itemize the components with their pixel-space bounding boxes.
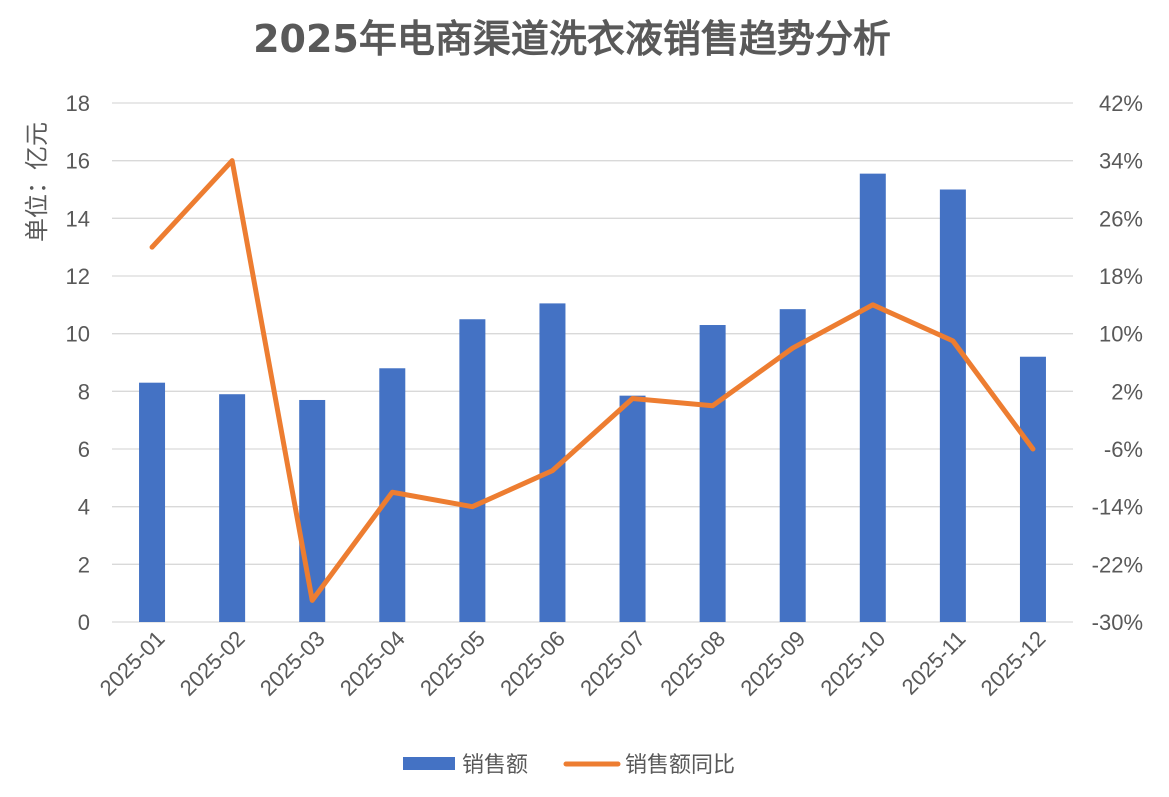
left-axis-ticks: 0 2 4 6 8 10 12 14 16 18 (66, 91, 90, 635)
right-tick-label: 34% (1099, 149, 1143, 174)
bar (619, 395, 646, 622)
left-tick-label: 10 (66, 322, 90, 347)
line-point (470, 505, 474, 509)
bar (779, 309, 806, 622)
x-tick-label: 2025-07 (575, 626, 650, 701)
bar (139, 382, 166, 622)
bar-series (139, 173, 1046, 622)
line-point (390, 490, 394, 494)
x-tick-label: 2025-09 (735, 626, 810, 701)
x-tick-label: 2025-05 (415, 626, 490, 701)
line-point (550, 469, 554, 473)
x-tick-label: 2025-06 (495, 626, 570, 701)
legend-label-line: 销售额同比 (625, 753, 735, 778)
left-tick-label: 8 (78, 379, 90, 404)
bar (699, 325, 726, 622)
grid-lines (112, 102, 1073, 623)
right-tick-label: -30% (1092, 610, 1143, 635)
x-tick-label: 2025-12 (976, 626, 1051, 701)
left-tick-label: 16 (66, 149, 90, 174)
legend-label-bar: 销售额 (462, 753, 528, 778)
left-tick-label: 12 (66, 264, 90, 289)
right-tick-label: -6% (1104, 437, 1143, 462)
bar (459, 319, 486, 622)
legend: 销售额 销售额同比 (403, 753, 735, 778)
right-tick-label: 26% (1099, 206, 1143, 231)
x-tick-label: 2025-11 (897, 626, 971, 700)
line-point (791, 346, 795, 350)
right-axis-ticks: -30% -22% -14% -6% 2% 10% 18% 26% 34% 42% (1092, 91, 1143, 635)
left-tick-label: 2 (78, 552, 90, 577)
x-tick-label: 2025-10 (816, 626, 891, 701)
line-point (230, 159, 234, 163)
line-point (871, 303, 875, 307)
right-tick-label: 18% (1099, 264, 1143, 289)
left-tick-label: 4 (78, 495, 90, 520)
yoy-line (149, 158, 1036, 603)
left-tick-label: 18 (66, 91, 90, 116)
left-tick-label: 14 (66, 206, 90, 231)
right-tick-label: -14% (1092, 495, 1143, 520)
line-point (310, 598, 314, 602)
bar (939, 189, 966, 622)
left-tick-label: 0 (78, 610, 90, 635)
right-tick-label: 42% (1099, 91, 1143, 116)
x-axis-ticks: 2025-01 2025-02 2025-03 2025-04 2025-05 2025-… (95, 626, 1051, 701)
y-axis-label: 单位：亿元 (23, 122, 51, 242)
chart-title: 2025年电商渠道洗衣液销售趋势分析 (253, 17, 891, 61)
right-tick-label: -22% (1092, 552, 1143, 577)
x-tick-label: 2025-03 (255, 626, 330, 701)
bar (1019, 356, 1046, 622)
right-tick-label: 2% (1111, 379, 1143, 404)
left-tick-label: 6 (78, 437, 90, 462)
line-point (1031, 447, 1035, 451)
bar (219, 394, 246, 622)
x-tick-label: 2025-08 (655, 626, 730, 701)
legend-swatch-bar (403, 757, 455, 770)
x-tick-label: 2025-01 (95, 626, 170, 701)
line-series (149, 158, 1036, 603)
x-tick-label: 2025-04 (335, 626, 410, 701)
line-point (631, 397, 635, 401)
line-point (711, 404, 715, 408)
line-point (951, 339, 955, 343)
x-tick-label: 2025-02 (175, 626, 250, 701)
line-point (150, 245, 154, 249)
bar (859, 173, 886, 622)
right-tick-label: 10% (1099, 322, 1143, 347)
